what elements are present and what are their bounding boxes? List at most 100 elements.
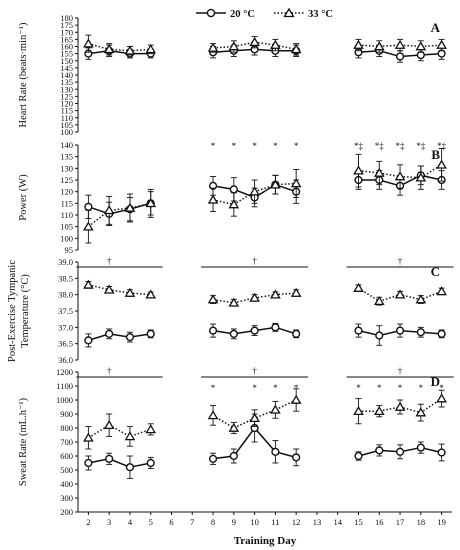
data-point-33C: [436, 39, 447, 49]
data-point-20C: [84, 458, 93, 468]
data-point-20C: [105, 454, 114, 463]
annotation-D: †: [252, 366, 257, 376]
data-point-33C: [103, 44, 115, 54]
data-point-20C: [395, 447, 405, 456]
x-tick-label: 19: [437, 517, 446, 527]
data-point-20C: [416, 328, 425, 337]
y-tick-label-C: 36.5: [58, 339, 73, 349]
data-point-20C: [125, 463, 135, 472]
data-point-33C: [394, 401, 406, 411]
y-tick-label-B: 110: [61, 210, 73, 220]
y-tick-label-B: 95: [65, 245, 74, 255]
series-A-33C: [83, 34, 447, 56]
series-line-20C: [88, 458, 151, 468]
data-point-33C: [415, 41, 427, 51]
data-point-33C: [373, 41, 385, 51]
annotation-D: *: [419, 383, 424, 393]
annotation-B: *‡: [416, 141, 426, 151]
annotation-D: †: [398, 366, 403, 376]
data-point-33C: [207, 42, 219, 52]
y-tick-label-D: 600: [60, 451, 73, 461]
x-tick-label: 11: [271, 517, 279, 527]
annotation-D: *: [356, 383, 361, 393]
panel-D: 200 300 400 500 600 700 800 900 1000 1100 1200 Swea…: [18, 366, 454, 517]
data-point-33C: [270, 404, 281, 414]
y-tick-label-C: 37.0: [58, 322, 73, 332]
y-tick-label-B: 105: [60, 222, 73, 232]
y-tick-label-A: 100: [60, 127, 73, 137]
x-tick-label: 9: [232, 517, 236, 527]
annotation-D: *: [211, 383, 216, 393]
series-line-33C: [87, 424, 151, 439]
data-point-33C: [124, 287, 136, 297]
panel-C: 36.0 36.5 37.0 37.5 38.0 38.5 39.0 Post-Exercis…: [7, 256, 454, 365]
y-tick-label-B: 140: [60, 140, 73, 150]
data-point-20C: [208, 454, 218, 463]
data-point-33C: [83, 38, 94, 48]
y-tick-label-C: 38.5: [58, 273, 73, 283]
y-tick-label-D: 1000: [56, 395, 73, 405]
x-tick-label: 2: [86, 517, 90, 527]
annotation-B: *: [232, 141, 237, 151]
annotation-C: †: [252, 256, 257, 266]
x-tick-label: 4: [128, 517, 133, 527]
y-tick-label-A: 135: [60, 77, 73, 87]
data-point-20C: [375, 446, 384, 455]
y-tick-label-A: 175: [60, 20, 73, 30]
y-tick-label-D: 700: [60, 437, 73, 447]
data-point-33C: [249, 36, 260, 47]
y-tick-label-D: 300: [60, 493, 73, 503]
y-tick-label-C: 39.0: [58, 257, 73, 267]
y-tick-label-B: 125: [60, 175, 73, 185]
series-D-20C: [84, 413, 446, 479]
y-tick-label-A: 125: [60, 91, 73, 101]
y-tick-label-D: 1100: [56, 381, 73, 391]
annotation-C: †: [398, 256, 403, 266]
x-tick-label: 3: [107, 517, 111, 527]
y-tick-label-C: 37.5: [58, 306, 73, 316]
y-axis-label-C-line2: Temperature (°C): [20, 274, 31, 348]
data-point-33C: [124, 431, 136, 441]
annotation-D: *: [377, 383, 382, 393]
x-tick-label: 17: [396, 517, 405, 527]
y-tick-label-A: 145: [60, 63, 73, 73]
data-point-33C: [373, 167, 385, 177]
y-axis-label-C-line1: Post-Exercise Tympanic: [7, 260, 18, 362]
data-point-33C: [207, 194, 219, 204]
data-point-20C: [395, 326, 405, 335]
data-point-20C: [416, 50, 425, 60]
data-point-20C: [354, 326, 363, 335]
data-point-33C: [436, 286, 447, 296]
y-tick-label-A: 180: [60, 13, 73, 23]
x-tick-label: 16: [375, 517, 384, 527]
data-point-20C: [437, 329, 446, 338]
annotation-D: *: [273, 383, 278, 393]
data-point-33C: [394, 171, 406, 181]
x-tick-label: 18: [417, 517, 426, 527]
panel-A: 1001051101151201251301351401451501551601…: [18, 13, 447, 137]
y-tick-label-D: 400: [60, 479, 73, 489]
y-tick-label-A: 130: [60, 84, 73, 94]
data-point-33C: [83, 279, 94, 289]
y-tick-label-D: 900: [60, 409, 73, 419]
data-point-33C: [290, 44, 302, 54]
panel-letter-A: A: [431, 20, 441, 35]
data-point-33C: [145, 424, 157, 434]
series-line-20C: [88, 50, 151, 55]
data-point-33C: [124, 202, 136, 212]
data-point-33C: [415, 172, 427, 182]
legend-label-33: 33 °C: [308, 9, 333, 20]
data-point-20C: [437, 448, 446, 457]
x-tick-label: 5: [149, 517, 153, 527]
data-point-33C: [83, 221, 94, 231]
data-point-33C: [290, 394, 302, 404]
annotation-B: *‡: [437, 141, 447, 151]
data-point-33C: [436, 393, 447, 403]
series-line-33C: [358, 164, 443, 179]
data-point-20C: [229, 185, 238, 194]
data-point-33C: [249, 292, 260, 302]
series-D-33C: [83, 388, 447, 450]
data-point-20C: [125, 333, 135, 342]
y-tick-label-B: 100: [60, 233, 73, 243]
